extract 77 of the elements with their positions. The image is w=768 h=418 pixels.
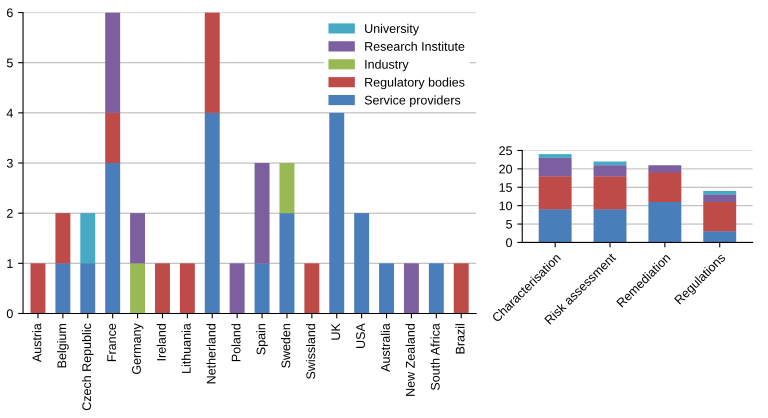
bar — [648, 202, 682, 242]
x-tick-label: Australia — [380, 323, 390, 372]
bar — [703, 231, 736, 242]
x-tick-label: UK — [331, 323, 340, 340]
y-tick-label: 6 — [7, 8, 13, 18]
bar — [204, 12, 220, 113]
bar — [279, 213, 294, 314]
bar — [538, 209, 572, 242]
x-tick-label: Germany — [132, 323, 144, 374]
bar — [538, 176, 572, 210]
x-tick-label: Poland — [231, 324, 241, 362]
bar — [55, 213, 70, 264]
y-tick-label: 1 — [7, 259, 13, 268]
bar — [404, 263, 419, 314]
y-tick-label: 4 — [6, 108, 13, 118]
bar — [304, 263, 320, 314]
bar — [594, 176, 626, 210]
x-tick-label: Spain — [256, 324, 268, 355]
bar — [55, 263, 70, 314]
bar — [703, 202, 736, 232]
bar — [80, 213, 96, 264]
bar — [105, 12, 120, 113]
bar — [594, 165, 626, 176]
x-tick-label: USA — [356, 323, 365, 348]
bar — [279, 163, 294, 214]
y-tick-label: 0 — [6, 309, 13, 318]
bar — [30, 263, 46, 314]
legend-label: Research Institute — [365, 42, 464, 51]
bar — [379, 263, 394, 314]
bar — [538, 154, 572, 158]
x-tick-label: Lithuania — [182, 323, 191, 373]
bar — [154, 263, 170, 314]
bar — [703, 190, 736, 195]
x-tick-label: New Zealand — [406, 324, 415, 396]
bar — [329, 112, 344, 314]
x-tick-label: Swissland — [306, 324, 316, 379]
bar — [538, 158, 572, 176]
bar — [230, 263, 245, 314]
bar — [105, 112, 120, 164]
x-tick-label: Sweden — [281, 324, 290, 368]
bar — [428, 263, 444, 314]
bar — [648, 172, 682, 202]
bar — [204, 112, 220, 314]
y-tick-label: 15 — [500, 183, 512, 192]
y-tick-label: 5 — [506, 220, 512, 229]
bar — [130, 213, 146, 264]
legend-label: University — [365, 24, 420, 36]
bar — [80, 263, 96, 314]
legend-label: Industry — [365, 60, 409, 72]
bar — [254, 263, 270, 314]
bar — [130, 263, 146, 314]
x-tick-label: Czech Republic — [82, 324, 94, 410]
bar — [594, 162, 626, 166]
x-tick-label: France — [107, 324, 116, 362]
bar — [105, 163, 120, 314]
legend-label: Regulatory bodies — [365, 77, 464, 90]
bar — [648, 165, 682, 173]
x-tick-label: Netherland — [206, 324, 216, 384]
y-tick-label: 3 — [6, 158, 13, 168]
x-tick-label: South Africa — [430, 323, 440, 390]
y-tick-label: 2 — [6, 208, 13, 218]
bar — [354, 213, 370, 314]
y-tick-label: 25 — [499, 146, 512, 156]
bar — [254, 163, 270, 264]
x-tick-label: Ireland — [156, 324, 166, 360]
y-tick-label: 5 — [6, 58, 13, 68]
bar — [594, 209, 626, 242]
y-tick-label: 20 — [499, 164, 512, 174]
y-tick-label: 10 — [500, 201, 512, 210]
x-tick-label: Austria — [32, 323, 42, 362]
x-tick-label: Belgium — [57, 324, 69, 368]
bar — [180, 263, 195, 314]
legend-label: Service providers — [364, 95, 460, 108]
y-tick-label: 0 — [506, 238, 512, 248]
bar — [703, 194, 736, 202]
bar — [454, 263, 469, 314]
x-tick-label: Brazil — [455, 324, 465, 354]
